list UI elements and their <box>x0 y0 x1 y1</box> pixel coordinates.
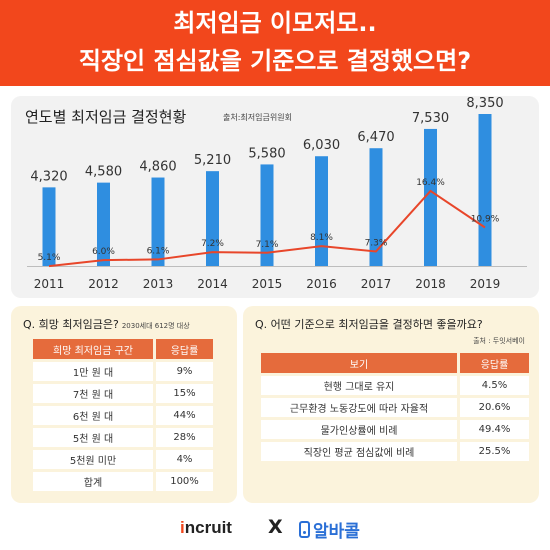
survey1-row-label: 6천 원 대 <box>33 406 153 425</box>
survey2-row: 근무환경 노동강도에 따라 자율적 20.6% <box>261 398 529 417</box>
survey1-row-value: 100% <box>153 472 213 491</box>
survey2-header-row: 보기 응답률 <box>261 353 529 373</box>
x-tick-2016: 2016 <box>306 277 337 291</box>
survey1-row: 1만 원 대 9% <box>33 362 213 381</box>
survey1-row-value: 15% <box>153 384 213 403</box>
survey2-row-label: 현행 그대로 유지 <box>261 376 457 395</box>
survey2-title: Q. 어떤 기준으로 최저임금을 결정하면 좋을까요? <box>255 318 483 331</box>
title-banner: 최저임금 이모저모.. 직장인 점심값을 기준으로 결정했으면? <box>0 0 550 86</box>
survey2-row-value: 4.5% <box>457 376 529 395</box>
survey1-row-value: 44% <box>153 406 213 425</box>
albacall-logo: 알바콜 <box>299 517 360 542</box>
min-wage-chart: 연도별 최저임금 결정현황 출처:최저임금위원회 4,320 2011 4,580 201… <box>25 96 527 291</box>
survey-panel-hope-wage: Q. 희망 최저임금은? 2030세대 612명 대상 희망 최저임금 구간 응답… <box>11 306 237 503</box>
survey2-row-value: 49.4% <box>457 420 529 439</box>
survey1-row-label: 합계 <box>33 472 153 491</box>
survey2-row-label: 직장인 평균 점심값에 비례 <box>261 442 457 461</box>
bar-label-2014: 5,210 <box>194 153 231 168</box>
x-tick-2014: 2014 <box>197 277 228 291</box>
survey1-row: 7천 원 대 15% <box>33 384 213 403</box>
survey1-row-label: 5천원 미만 <box>33 450 153 469</box>
bar-label-2013: 4,860 <box>139 160 176 175</box>
survey1-row: 5천원 미만 4% <box>33 450 213 469</box>
growth-rate-line <box>48 189 486 268</box>
survey1-row-value: 9% <box>153 362 213 381</box>
bar-label-2019: 8,350 <box>466 96 503 111</box>
survey2-table: 보기 응답률 현행 그대로 유지 4.5% 근무환경 노동강도에 따라 자율적 20.… <box>261 350 529 464</box>
bar-label-2018: 7,530 <box>412 111 449 126</box>
rate-label-2016: 8.1% <box>310 233 333 243</box>
rate-label-2011: 5.1% <box>38 253 61 263</box>
survey2-row-value: 20.6% <box>457 398 529 417</box>
survey1-header-row: 희망 최저임금 구간 응답률 <box>33 339 213 359</box>
banner-title-line2: 직장인 점심값을 기준으로 결정했으면? <box>78 47 472 75</box>
survey2-source: 출처 : 두잇서베이 <box>473 337 525 345</box>
survey1-row-value: 28% <box>153 428 213 447</box>
survey2-header-option: 보기 <box>261 353 457 373</box>
survey2-row: 물가인상률에 비례 49.4% <box>261 420 529 439</box>
survey1-question: Q. 희망 최저임금은? 2030세대 612명 대상 <box>23 316 190 332</box>
rate-label-2015: 7.1% <box>256 240 279 250</box>
survey1-table: 희망 최저임금 구간 응답률 1만 원 대 9% 7천 원 대 15% 6천 원 대 44… <box>33 336 213 494</box>
bar-label-2012: 4,580 <box>85 165 122 180</box>
x-tick-2018: 2018 <box>415 277 446 291</box>
survey2-row-label: 근무환경 노동강도에 따라 자율적 <box>261 398 457 417</box>
survey1-row: 5천 원 대 28% <box>33 428 213 447</box>
bar-label-2016: 6,030 <box>303 138 340 153</box>
x-tick-2017: 2017 <box>361 277 392 291</box>
survey-panel-criteria: Q. 어떤 기준으로 최저임금을 결정하면 좋을까요? 출처 : 두잇서베이 보… <box>243 306 539 503</box>
bar-2018 <box>424 128 437 266</box>
bar-2011 <box>42 187 56 266</box>
survey1-header-rate: 응답률 <box>153 339 213 359</box>
x-tick-2011: 2011 <box>34 277 65 291</box>
survey1-row-label: 7천 원 대 <box>33 384 153 403</box>
survey1-row: 6천 원 대 44% <box>33 406 213 425</box>
survey1-header-range: 희망 최저임금 구간 <box>33 339 153 359</box>
footer-logos: incruit X 알바콜 <box>0 510 550 550</box>
logo-separator-x: X <box>268 516 283 538</box>
survey2-row: 현행 그대로 유지 4.5% <box>261 376 529 395</box>
survey1-row-value: 4% <box>153 450 213 469</box>
survey2-row-value: 25.5% <box>457 442 529 461</box>
rate-label-2017: 7.3% <box>365 238 388 248</box>
x-tick-2015: 2015 <box>252 277 283 291</box>
x-tick-2019: 2019 <box>470 277 501 291</box>
survey1-title: Q. 희망 최저임금은? <box>23 318 119 331</box>
bar-label-2017: 6,470 <box>357 130 394 145</box>
phone-icon <box>299 521 310 538</box>
survey1-row: 합계 100% <box>33 472 213 491</box>
chart-title: 연도별 최저임금 결정현황 <box>25 108 187 126</box>
rate-label-2012: 6.0% <box>92 247 115 257</box>
bar-2013 <box>151 177 165 266</box>
bar-2017 <box>369 148 383 266</box>
survey1-row-label: 5천 원 대 <box>33 428 153 447</box>
bar-label-2015: 5,580 <box>248 146 285 161</box>
bar-2016 <box>315 156 328 266</box>
bar-2014 <box>206 171 219 266</box>
survey2-row-label: 물가인상률에 비례 <box>261 420 457 439</box>
rate-label-2018: 16.4% <box>416 178 445 188</box>
bar-label-2011: 4,320 <box>30 169 67 184</box>
rate-label-2019: 10.9% <box>471 215 500 225</box>
rate-label-2013: 6.1% <box>147 246 170 256</box>
incruit-logo: incruit <box>180 518 232 537</box>
bar-2012 <box>97 182 110 266</box>
survey1-row-label: 1만 원 대 <box>33 362 153 381</box>
bar-2015 <box>260 164 274 266</box>
chart-source: 출처:최저임금위원회 <box>223 112 292 122</box>
rate-label-2014: 7.2% <box>201 239 224 249</box>
x-tick-2013: 2013 <box>143 277 174 291</box>
survey2-row: 직장인 평균 점심값에 비례 25.5% <box>261 442 529 461</box>
banner-title-line1: 최저임금 이모저모.. <box>173 9 377 37</box>
bar-2019 <box>478 114 492 266</box>
x-tick-2012: 2012 <box>88 277 119 291</box>
survey1-note: 2030세대 612명 대상 <box>121 322 190 330</box>
survey2-header-rate: 응답률 <box>457 353 529 373</box>
